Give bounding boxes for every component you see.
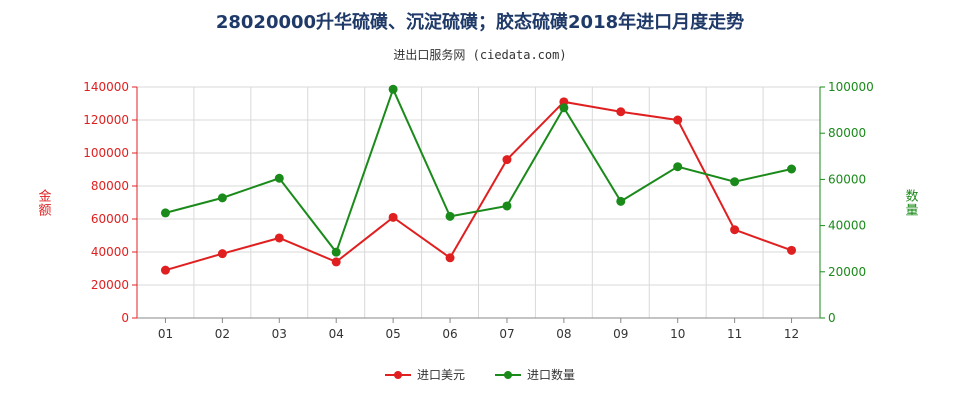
series-0-point-10 [730, 225, 740, 235]
series-1-point-4 [388, 84, 398, 94]
right-axis-label: 数量 [905, 190, 918, 219]
left-tick-label-7: 140000 [83, 80, 129, 94]
left-tick-label-5: 100000 [83, 146, 129, 160]
legend-label-qty: 进口数量 [527, 368, 576, 382]
series-1-point-6 [502, 201, 512, 211]
x-tick-label-2: 03 [272, 327, 287, 341]
right-tick-label-5: 100000 [828, 80, 874, 94]
x-tick-label-8: 09 [613, 327, 628, 341]
legend-item-qty[interactable]: 进口数量 [495, 366, 575, 383]
left-tick-label-1: 20000 [91, 278, 129, 292]
series-1-point-10 [730, 177, 740, 187]
series-1-point-3 [331, 247, 341, 257]
series-1-point-0 [160, 208, 170, 218]
series-0-point-3 [331, 257, 341, 267]
series-line-0 [165, 100, 792, 272]
x-tick-label-5: 06 [442, 327, 457, 341]
series-1-point-7 [559, 103, 569, 113]
series-line-1 [165, 86, 792, 255]
right-tick-label-1: 20000 [828, 265, 866, 279]
x-tick-label-6: 07 [499, 327, 514, 341]
legend-item-usd[interactable]: 进口美元 [384, 366, 465, 383]
series-0-point-1 [217, 249, 227, 259]
chart-subtitle: 进出口服务网 (ciedata.com) [393, 48, 567, 62]
x-tick-label-10: 11 [727, 327, 742, 341]
series-1-point-9 [673, 162, 683, 172]
left-tick-label-0: 0 [121, 311, 129, 325]
left-tick-label-4: 80000 [91, 179, 129, 193]
legend-swatch-usd [384, 370, 411, 380]
series-0-point-6 [502, 155, 512, 165]
series-0-point-11 [787, 245, 797, 255]
series-0-point-4 [388, 212, 398, 222]
series-1-point-8 [616, 196, 626, 206]
left-tick-label-6: 120000 [83, 113, 129, 127]
right-tick-label-2: 40000 [828, 219, 866, 233]
legend: 进口美元 进口数量 [0, 366, 960, 383]
x-tick-label-11: 12 [784, 327, 799, 341]
left-tick-label-3: 60000 [91, 212, 129, 226]
x-tick-label-1: 02 [215, 327, 230, 341]
series-0-point-5 [445, 253, 455, 263]
right-tick-label-0: 0 [828, 311, 836, 325]
x-tick-label-4: 05 [385, 327, 400, 341]
right-tick-label-3: 60000 [828, 172, 866, 186]
x-tick-label-9: 10 [670, 327, 685, 341]
legend-label-usd: 进口美元 [416, 368, 465, 382]
series-1-point-1 [217, 193, 227, 203]
x-tick-label-7: 08 [556, 327, 571, 341]
series-1-point-2 [274, 173, 284, 183]
series-0-point-8 [616, 107, 626, 117]
x-tick-label-0: 01 [158, 327, 173, 341]
chart-title: 28020000升华硫磺、沉淀硫磺；胶态硫磺2018年进口月度走势 [215, 12, 745, 33]
x-tick-label-3: 04 [329, 327, 344, 341]
series-0-point-9 [673, 115, 683, 125]
series-1-point-5 [445, 211, 455, 221]
series-0-point-2 [274, 233, 284, 243]
series-1-point-11 [787, 164, 797, 174]
left-tick-label-2: 40000 [91, 245, 129, 259]
left-axis-label: 金额 [38, 189, 51, 219]
series-0-point-0 [160, 265, 170, 275]
legend-swatch-qty [495, 370, 521, 380]
right-tick-label-4: 80000 [828, 126, 866, 140]
